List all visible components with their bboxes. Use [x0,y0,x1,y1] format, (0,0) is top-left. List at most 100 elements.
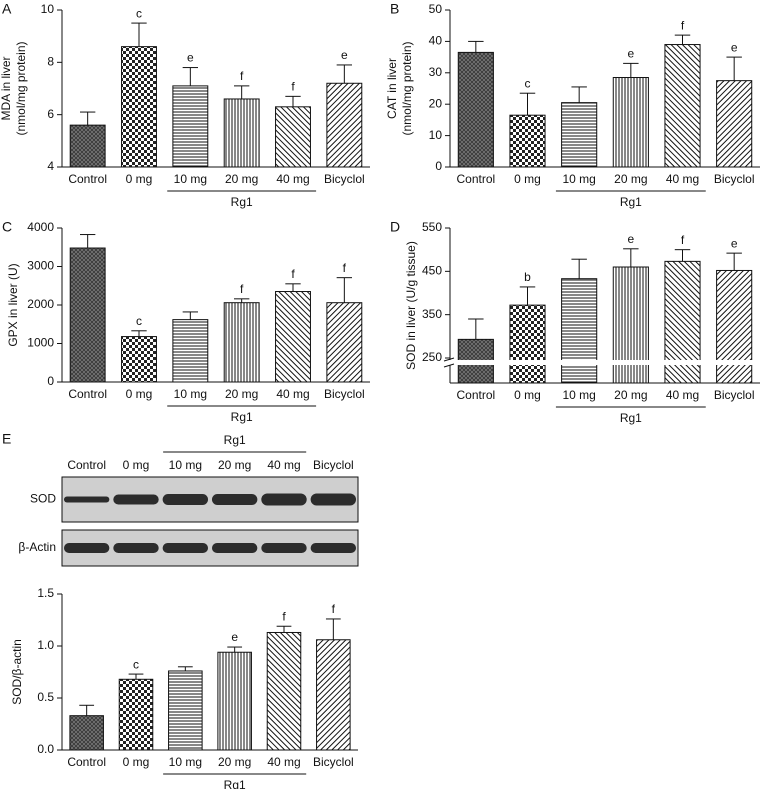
x-tick-label: 20 mg [218,755,251,769]
y-tick-label: 0.0 [37,742,54,756]
y-tick-label: 30 [429,65,443,79]
lane-label: 20 mg [218,458,251,472]
blot-box [61,476,359,523]
bar [168,670,203,751]
significance-label: f [291,267,295,281]
blot-band [113,543,159,553]
blot-row-label: SOD [30,492,56,506]
bar [69,715,104,751]
significance-label: e [731,236,738,250]
bar [118,678,154,751]
significance-label: f [332,602,336,616]
x-tick-label: Bicyclol [324,172,365,186]
significance-label: c [525,76,531,90]
blot-band [211,543,258,553]
y-tick-label: 0 [47,374,54,388]
x-tick-label: Bicyclol [324,387,365,401]
significance-label: e [627,232,634,246]
x-tick-label: 10 mg [169,755,202,769]
blot-band [63,496,110,503]
x-tick-label: 0 mg [123,755,150,769]
significance-label: e [187,51,194,65]
lane-label: Bicyclol [313,458,354,472]
x-tick-label: 10 mg [562,388,595,402]
bar [457,51,494,168]
significance-label: f [291,80,295,94]
bar [326,302,363,383]
blot-band [63,543,110,553]
panel-label: D [390,219,400,235]
x-tick-label: 40 mg [276,172,309,186]
bar [217,651,252,751]
blot-group-label: Rg1 [224,433,246,447]
x-tick-label: 0 mg [126,387,153,401]
bar [121,46,157,168]
significance-label: f [282,609,286,623]
bar [223,302,260,383]
lane-label: 0 mg [123,458,150,472]
x-tick-label: 20 mg [225,172,258,186]
bar [275,106,311,168]
y-axis-label: SOD in liver (U/g tissue) [404,241,418,370]
y-tick-label: 550 [422,220,442,234]
y-tick-label: 4 [47,159,54,173]
significance-label: e [627,47,634,61]
axis-break [444,360,762,365]
x-tick-label: 40 mg [276,387,309,401]
bar [664,44,701,168]
panel-label: C [2,219,12,235]
bar [172,85,209,168]
significance-label: f [681,233,685,247]
bar [275,291,311,383]
x-tick-label: 20 mg [614,388,647,402]
y-axis-label: (nmol/mg protein) [14,41,28,135]
lane-label: 10 mg [169,458,202,472]
y-tick-label: 2000 [27,297,54,311]
y-tick-label: 40 [429,34,443,48]
group-label: Rg1 [224,778,246,789]
y-tick-label: 4000 [27,220,54,234]
y-tick-label: 1.0 [37,638,54,652]
blot-band [261,493,307,506]
significance-label: e [231,630,238,644]
panel-label: B [390,1,399,17]
bar [266,631,302,751]
blot-band [310,543,357,553]
x-tick-label: 20 mg [614,172,647,186]
x-tick-label: 40 mg [666,172,699,186]
bar [172,319,209,383]
y-tick-label: 1000 [27,336,54,350]
lane-label: Control [67,458,106,472]
y-tick-label: 10 [41,2,55,16]
bar [223,98,260,168]
lane-label: 40 mg [267,458,300,472]
significance-label: c [136,6,142,20]
bar [509,114,546,168]
bar [509,304,546,384]
x-tick-label: Bicyclol [714,172,755,186]
x-tick-label: Bicyclol [313,755,354,769]
bar [716,80,753,168]
group-label: Rg1 [620,195,642,209]
y-axis-label: CAT in liver [385,58,399,119]
y-tick-label: 20 [429,96,443,110]
significance-label: f [240,69,244,83]
blot-band [162,543,209,553]
significance-label: c [136,314,142,328]
x-tick-label: 0 mg [514,388,541,402]
x-tick-label: Control [456,172,495,186]
x-tick-label: Control [68,172,107,186]
x-tick-label: 10 mg [174,172,207,186]
y-tick-label: 0 [435,159,442,173]
bar [612,77,649,168]
significance-label: c [133,657,139,671]
y-tick-label: 50 [429,2,443,16]
y-tick-label: 1.5 [37,586,54,600]
y-tick-label: 8 [47,55,54,69]
significance-label: e [731,40,738,54]
y-tick-label: 0.5 [37,690,54,704]
y-tick-label: 450 [422,264,442,278]
break-mark [443,357,455,362]
significance-label: b [524,270,531,284]
x-tick-label: Bicyclol [714,388,755,402]
